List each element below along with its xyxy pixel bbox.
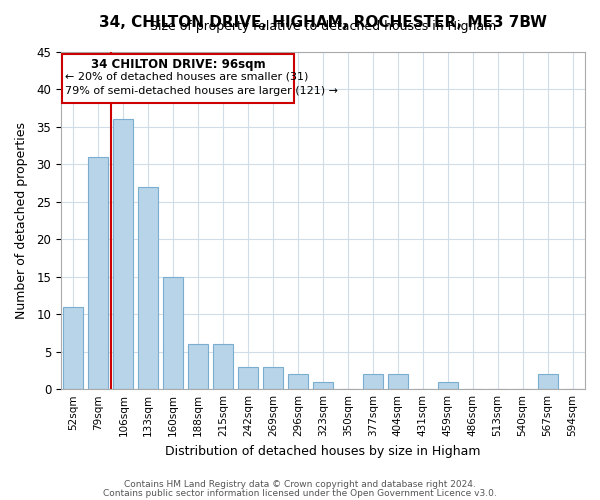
Text: 79% of semi-detached houses are larger (121) →: 79% of semi-detached houses are larger (…: [65, 86, 338, 96]
Bar: [438, 382, 458, 389]
Y-axis label: Number of detached properties: Number of detached properties: [15, 122, 28, 319]
Text: Contains HM Land Registry data © Crown copyright and database right 2024.: Contains HM Land Registry data © Crown c…: [124, 480, 476, 489]
Text: ← 20% of detached houses are smaller (31): ← 20% of detached houses are smaller (31…: [65, 72, 308, 82]
Bar: [538, 374, 557, 389]
Bar: [188, 344, 208, 389]
X-axis label: Distribution of detached houses by size in Higham: Distribution of detached houses by size …: [165, 444, 481, 458]
Bar: [213, 344, 233, 389]
Text: Contains public sector information licensed under the Open Government Licence v3: Contains public sector information licen…: [103, 489, 497, 498]
Bar: [163, 277, 183, 389]
Bar: [288, 374, 308, 389]
Bar: [88, 157, 109, 389]
FancyBboxPatch shape: [62, 54, 294, 103]
Bar: [313, 382, 333, 389]
Bar: [64, 307, 83, 389]
Bar: [363, 374, 383, 389]
Text: 34 CHILTON DRIVE: 96sqm: 34 CHILTON DRIVE: 96sqm: [91, 58, 266, 71]
Bar: [388, 374, 408, 389]
Bar: [138, 187, 158, 389]
Title: 34, CHILTON DRIVE, HIGHAM, ROCHESTER, ME3 7BW: 34, CHILTON DRIVE, HIGHAM, ROCHESTER, ME…: [99, 15, 547, 30]
Bar: [113, 120, 133, 389]
Bar: [238, 366, 258, 389]
Text: Size of property relative to detached houses in Higham: Size of property relative to detached ho…: [150, 20, 496, 34]
Bar: [263, 366, 283, 389]
